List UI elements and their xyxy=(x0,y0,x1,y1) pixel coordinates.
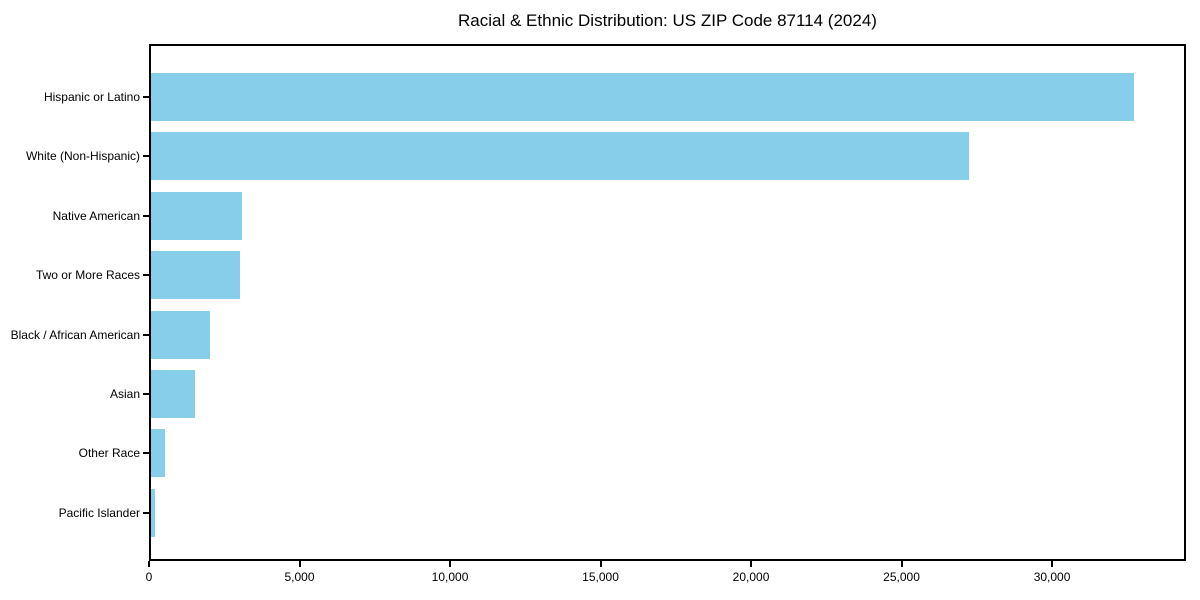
x-axis-label: 15,000 xyxy=(582,570,619,584)
y-axis-tick xyxy=(143,214,149,217)
x-axis-label: 5,000 xyxy=(284,570,315,584)
y-axis-label: Native American xyxy=(52,208,140,223)
y-axis-label: Pacific Islander xyxy=(58,505,140,520)
bar xyxy=(151,310,210,359)
x-axis-tick xyxy=(900,561,903,567)
y-axis-label: Asian xyxy=(109,387,140,401)
x-axis-tick xyxy=(750,561,753,567)
bar xyxy=(151,191,242,240)
bar xyxy=(151,132,969,181)
y-axis-tick xyxy=(143,274,149,277)
chart-title: Racial & Ethnic Distribution: US ZIP Cod… xyxy=(458,11,877,30)
y-axis-tick xyxy=(143,333,149,336)
x-axis-label: 10,000 xyxy=(431,570,469,584)
y-axis-label: Other Race xyxy=(78,446,140,461)
x-axis-tick xyxy=(599,561,602,567)
x-axis-tick xyxy=(449,561,452,567)
y-axis-tick xyxy=(143,452,149,455)
x-axis-label: 25,000 xyxy=(883,570,920,584)
plot-area xyxy=(149,44,1186,561)
y-axis-tick xyxy=(143,511,149,514)
y-axis-label: Two or More Races xyxy=(35,268,140,283)
bar xyxy=(151,251,240,300)
bar xyxy=(151,429,165,478)
bar xyxy=(151,488,155,537)
x-axis-tick xyxy=(298,561,301,567)
y-axis-label: Black / African American xyxy=(10,327,140,342)
bar xyxy=(151,370,195,418)
bar xyxy=(151,73,1134,121)
y-axis-label: Hispanic or Latino xyxy=(43,90,140,104)
y-axis-tick xyxy=(143,393,149,395)
y-axis-label: White (Non-Hispanic) xyxy=(25,149,140,164)
x-axis-label: 20,000 xyxy=(732,570,770,584)
y-axis-tick xyxy=(143,96,149,98)
x-axis-tick xyxy=(1051,561,1054,567)
y-axis-tick xyxy=(143,155,149,158)
x-axis-label: 30,000 xyxy=(1033,570,1071,584)
x-axis-label: 0 xyxy=(145,570,153,584)
x-axis-tick xyxy=(148,561,150,567)
